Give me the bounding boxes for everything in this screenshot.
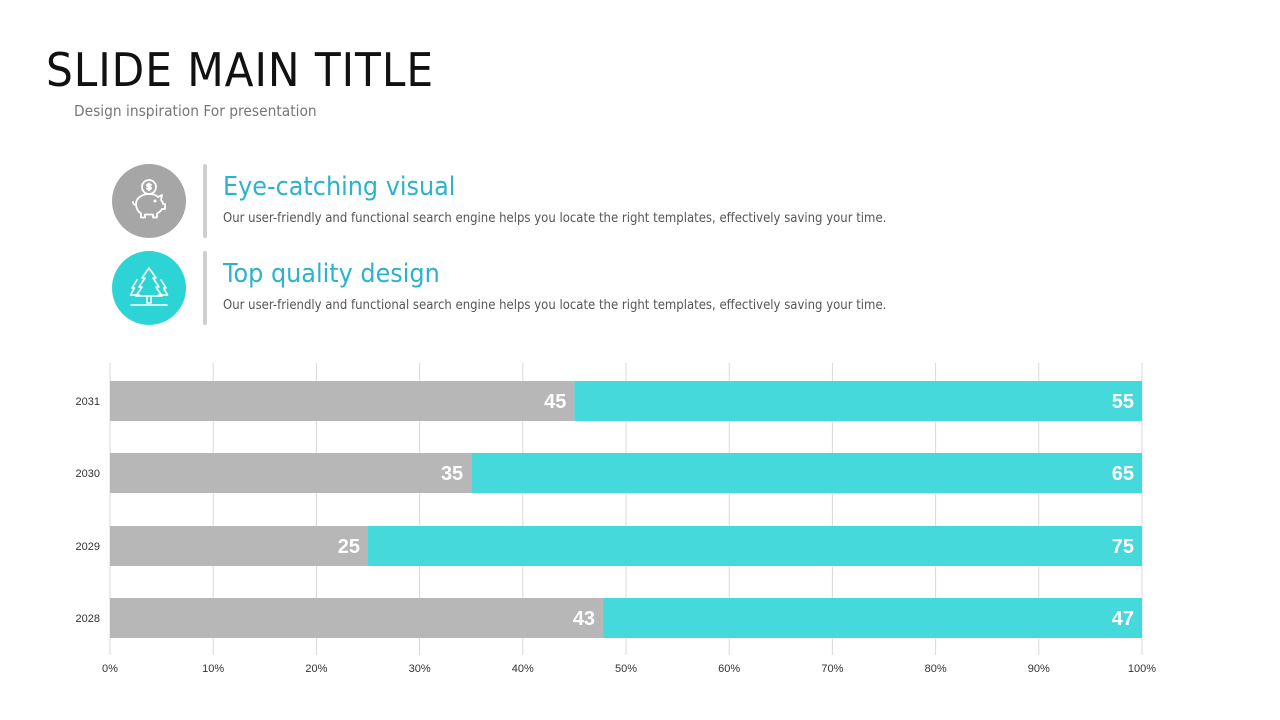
piggy-bank-icon xyxy=(132,179,166,219)
bar-segment xyxy=(603,598,1142,638)
data-label: 55 xyxy=(1112,391,1134,413)
bar-segment xyxy=(110,598,604,638)
bar-segment xyxy=(368,526,1142,566)
pine-trees-icon xyxy=(129,267,169,306)
feature-icon-circle xyxy=(112,251,186,325)
slide-title: SLIDE MAIN TITLE xyxy=(46,43,434,97)
x-tick-label: 10% xyxy=(202,663,224,675)
bar-segment xyxy=(110,381,575,421)
x-tick-label: 50% xyxy=(615,663,637,675)
bar-segment xyxy=(574,381,1142,421)
feature-icon-circle xyxy=(112,164,186,238)
bar-segment xyxy=(110,453,472,493)
data-label: 45 xyxy=(544,391,566,413)
bar-segment xyxy=(471,453,1142,493)
x-tick-label: 80% xyxy=(925,663,947,675)
slide-subtitle: Design inspiration For presentation xyxy=(74,102,317,120)
divider xyxy=(203,251,207,325)
feature-heading: Eye-catching visual xyxy=(223,172,456,202)
data-label: 65 xyxy=(1112,463,1134,485)
x-tick-label: 30% xyxy=(409,663,431,675)
x-tick-label: 60% xyxy=(718,663,740,675)
bar-segment xyxy=(110,526,368,566)
feature-eye-catching: Eye-catching visual Our user-friendly an… xyxy=(0,164,1280,242)
feature-heading: Top quality design xyxy=(223,259,440,289)
data-label: 43 xyxy=(573,608,595,630)
x-tick-label: 0% xyxy=(102,663,118,675)
data-label: 35 xyxy=(441,463,463,485)
data-label: 25 xyxy=(338,536,360,558)
x-tick-label: 100% xyxy=(1128,663,1156,675)
x-tick-label: 20% xyxy=(305,663,327,675)
divider xyxy=(203,164,207,238)
feature-description: Our user-friendly and functional search … xyxy=(223,211,887,226)
y-tick-label: 2029 xyxy=(76,541,100,553)
y-tick-label: 2028 xyxy=(76,613,100,625)
data-label: 47 xyxy=(1112,608,1134,630)
y-tick-label: 2031 xyxy=(76,396,100,408)
stacked-bar-chart: 0% 10% 20% 30% 40% 50% 60% 70% 80% 90% 100% 2031 45 5… xyxy=(76,363,1156,675)
x-tick-label: 70% xyxy=(821,663,843,675)
y-tick-label: 2030 xyxy=(76,468,100,480)
feature-top-quality: Top quality design Our user-friendly and… xyxy=(0,251,1280,329)
feature-description: Our user-friendly and functional search … xyxy=(223,298,887,313)
x-tick-label: 40% xyxy=(512,663,534,675)
x-tick-label: 90% xyxy=(1028,663,1050,675)
data-label: 75 xyxy=(1112,536,1134,558)
